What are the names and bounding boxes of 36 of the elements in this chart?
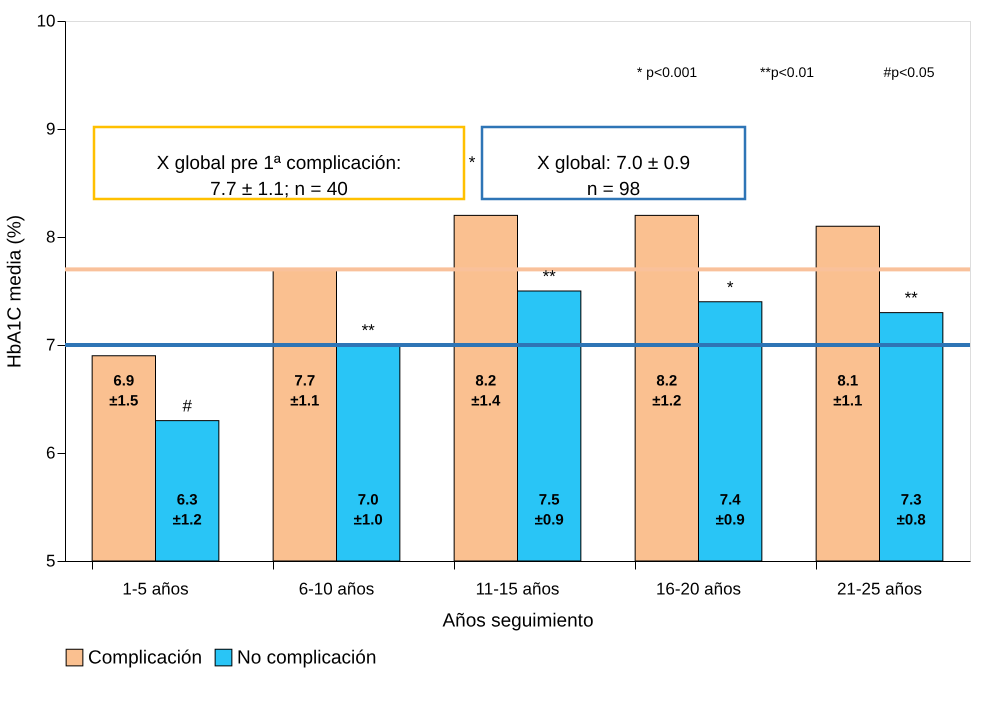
- y-tick-label: 5: [46, 552, 56, 570]
- y-tick-label: 7: [46, 336, 56, 354]
- data-label: 8.2 ±1.4: [471, 372, 502, 410]
- annotation: X global pre 1ª complicación: 7.7 ± 1.1; n = 40: [156, 153, 402, 200]
- annotation: * p<0.001: [636, 64, 698, 80]
- y-tick-label: 9: [46, 120, 56, 138]
- data-label: 8.2 ±1.2: [652, 372, 682, 410]
- annotation: **: [542, 267, 556, 286]
- y-tick-label: 6: [46, 444, 56, 462]
- data-label: 6.9 ±1.5: [109, 372, 138, 410]
- annotation: *: [726, 278, 734, 297]
- legend-label: Complicación: [88, 648, 202, 669]
- y-axis-title: HbA1C media (%): [4, 214, 26, 368]
- data-label: 7.5 ±0.9: [534, 491, 564, 528]
- annotation: **p<0.01: [760, 64, 814, 80]
- y-tick-label: 10: [36, 12, 56, 30]
- x-tick-label: 1-5 años: [122, 580, 189, 598]
- annotation: #: [182, 396, 192, 416]
- data-label: 7.7 ±1.1: [290, 372, 320, 410]
- annotation: **: [362, 321, 376, 340]
- x-tick-label: 11-15 años: [476, 580, 560, 598]
- data-label: 7.0 ±1.0: [354, 491, 383, 528]
- x-tick-label: 6-10 años: [298, 580, 374, 598]
- data-label: 7.4 ±0.9: [716, 491, 745, 528]
- annotation: **: [904, 288, 918, 308]
- legend-label: No complicación: [237, 648, 376, 669]
- data-label: 7.3 ±0.8: [896, 491, 926, 528]
- annotation: X global: 7.0 ± 0.9 n = 98: [536, 153, 690, 200]
- annotation: #p<0.05: [884, 64, 935, 80]
- x-axis-title: Años seguimiento: [442, 610, 594, 632]
- x-tick-label: 21-25 años: [836, 580, 922, 598]
- annotation: *: [468, 153, 476, 172]
- data-label: 8.1 ±1.1: [833, 372, 862, 410]
- data-label: 6.3 ±1.2: [172, 491, 202, 528]
- x-tick-label: 16-20 años: [656, 580, 742, 598]
- y-tick-label: 8: [46, 228, 56, 246]
